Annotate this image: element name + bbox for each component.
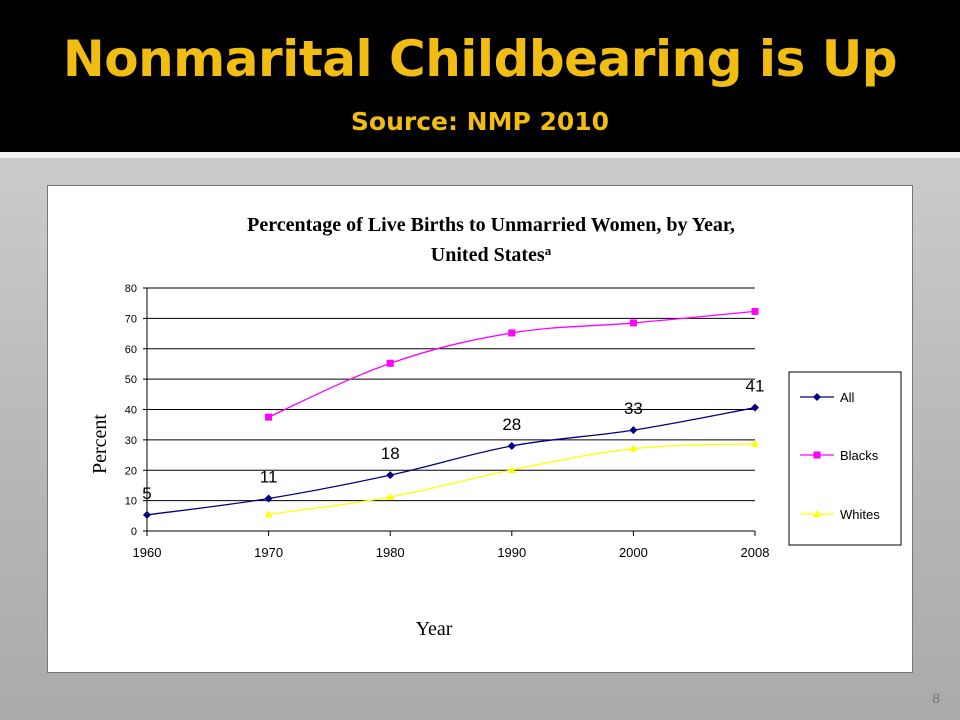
chart-title-line2: United Statesa <box>431 243 552 266</box>
series-line-blacks <box>268 310 756 418</box>
point-whites-1990 <box>507 465 516 473</box>
series-line-whites <box>268 443 756 515</box>
y-tick-label-30: 30 <box>125 435 137 447</box>
data-label-all-2000: 33 <box>624 399 643 418</box>
x-tick-label-2008: 2008 <box>741 545 770 560</box>
y-tick-label-20: 20 <box>125 465 137 477</box>
y-tick-label-0: 0 <box>131 526 137 538</box>
point-blacks-1990 <box>508 329 516 337</box>
plot-area: 0 10 20 30 40 50 60 70 80 1960 1970 1980 1990 2000 200… <box>125 283 770 560</box>
x-tick-label-1990: 1990 <box>497 545 526 560</box>
x-tick-label-1980: 1980 <box>376 545 405 560</box>
y-tick-label-80: 80 <box>125 283 137 295</box>
chart-frame: Percentage of Live Births to Unmarried W… <box>47 185 913 673</box>
y-tick-label-70: 70 <box>125 313 137 325</box>
slide-subtitle: Source: NMP 2010 <box>350 107 610 136</box>
legend-marker-blacks <box>813 451 821 459</box>
chart-title-line1: Percentage of Live Births to Unmarried W… <box>247 214 735 236</box>
legend: All Blacks Whites <box>788 371 902 546</box>
chart-title-superscript: a <box>545 243 552 258</box>
point-whites-1970 <box>264 510 273 518</box>
page-number: 8 <box>932 690 940 706</box>
point-whites-1980 <box>386 492 395 500</box>
point-all-1960 <box>143 510 151 519</box>
legend-label-all: All <box>840 390 855 405</box>
point-all-2000 <box>629 426 638 435</box>
legend-marker-all <box>813 393 821 401</box>
line-chart: Percentage of Live Births to Unmarried W… <box>89 214 902 640</box>
point-blacks-1980 <box>386 359 394 367</box>
data-label-all-1980: 18 <box>381 444 400 463</box>
point-blacks-1970 <box>265 413 273 421</box>
point-blacks-2008 <box>751 307 759 315</box>
point-all-1990 <box>507 441 516 450</box>
header-divider <box>0 152 960 158</box>
series-line-all <box>146 407 756 516</box>
point-blacks-2000 <box>629 319 637 327</box>
data-label-all-2008: 41 <box>746 377 765 396</box>
x-tick-label-1960: 1960 <box>133 545 162 560</box>
legend-marker-whites <box>813 510 821 517</box>
y-tick-label-40: 40 <box>125 405 137 417</box>
legend-box <box>788 371 902 546</box>
y-tick-label-10: 10 <box>125 496 137 508</box>
x-tick-label-2000: 2000 <box>619 545 648 560</box>
y-axis-title: Percent <box>89 414 111 474</box>
point-whites-2008 <box>751 439 759 447</box>
legend-label-blacks: Blacks <box>840 448 879 463</box>
chart-title-text: United States <box>431 244 545 266</box>
data-label-all-1960: 5 <box>142 484 151 503</box>
point-whites-2000 <box>629 444 638 452</box>
x-tick-label-1970: 1970 <box>254 545 283 560</box>
point-all-2008 <box>751 403 759 412</box>
legend-label-whites: Whites <box>840 507 880 522</box>
y-tick-label-60: 60 <box>125 344 137 356</box>
y-tick-label-50: 50 <box>125 374 137 386</box>
slide-title: Nonmarital Childbearing is Up <box>62 30 898 88</box>
point-all-1980 <box>386 471 395 480</box>
data-label-all-1990: 28 <box>502 415 521 434</box>
slide-header <box>0 0 960 152</box>
x-axis-title: Year <box>416 618 453 640</box>
point-all-1970 <box>264 494 273 503</box>
data-label-all-1970: 11 <box>260 467 278 486</box>
